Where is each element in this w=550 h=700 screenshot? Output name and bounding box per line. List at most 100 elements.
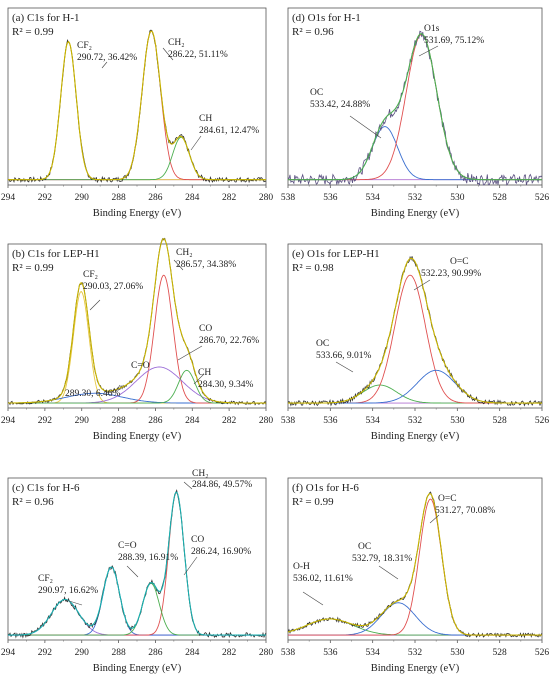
leader-line (89, 299, 101, 311)
peak-label: OC (310, 88, 323, 98)
peak-label: OC (358, 542, 371, 552)
peak-value: 289.30, 6.46% (65, 389, 121, 399)
x-axis-label: Binding Energy (eV) (93, 431, 182, 442)
x-tick-label: 532 (408, 193, 423, 203)
leader-line (183, 481, 193, 490)
x-tick-label: 286 (148, 193, 163, 203)
peak-label: CF₂ (38, 574, 53, 584)
x-tick-label: 286 (148, 648, 163, 658)
x-tick-label: 288 (111, 416, 126, 426)
r-squared: R² = 0.99 (292, 496, 334, 508)
peak-value: 284.61, 12.47% (199, 126, 259, 136)
x-axis-label: Binding Energy (eV) (371, 663, 460, 674)
x-tick-label: 536 (323, 193, 338, 203)
x-tick-label: 530 (450, 193, 465, 203)
leader-line (183, 556, 198, 576)
r-squared: R² = 0.99 (12, 262, 54, 274)
x-tick-label: 284 (185, 193, 200, 203)
panel-title: (d) O1s for H-1 (292, 12, 361, 24)
component-peak (288, 384, 542, 404)
panel-title: (e) O1s for LEP-H1 (292, 248, 380, 260)
leader-line (335, 361, 354, 373)
leader-line (302, 591, 324, 606)
panel-e: 538 536 534 532 530 528 526 Binding Energy (eV)… (281, 243, 549, 442)
component-peak (288, 126, 542, 181)
leader-line (378, 565, 399, 580)
x-tick-label: 288 (111, 193, 126, 203)
x-tick-label: 532 (408, 648, 423, 658)
peak-value: 536.02, 11.61% (293, 574, 353, 584)
peak-value: 286.70, 22.76% (199, 336, 259, 346)
leader-line (429, 514, 440, 524)
r-squared: R² = 0.99 (12, 26, 54, 38)
peak-label: CF₂ (77, 41, 92, 51)
panel-title: (c) C1s for H-6 (12, 482, 80, 494)
peak-value: 286.24, 16.90% (191, 547, 251, 557)
r-squared: R² = 0.96 (292, 26, 334, 38)
raw-spectrum (287, 255, 543, 407)
x-tick-label: 534 (366, 648, 381, 658)
panel-c: 294 292 290 288 286 284 282 280 Binding Energy (… (1, 469, 274, 674)
leader-line (177, 345, 203, 361)
peak-label: CH (199, 114, 212, 124)
panel-d: 538 536 534 532 530 528 526 Binding Energy (eV)… (281, 7, 549, 219)
peak-value: 533.42, 24.88% (310, 100, 370, 110)
leader-line (173, 259, 184, 271)
peak-value: 284.30, 9.34% (198, 380, 254, 390)
peak-value: 531.69, 75.12% (424, 36, 484, 46)
x-tick-label: 526 (535, 648, 550, 658)
leader-line (193, 373, 205, 385)
panel-b: 294 292 290 288 286 284 282 280 Binding Energy (… (1, 237, 274, 442)
panel-title: (a) C1s for H-1 (12, 12, 80, 24)
x-tick-label: 538 (281, 193, 296, 203)
fit-envelope (8, 30, 266, 181)
raw-spectrum (7, 489, 267, 639)
x-axis-label: Binding Energy (eV) (93, 663, 182, 674)
x-tick-label: 294 (1, 648, 16, 658)
x-tick-label: 530 (450, 648, 465, 658)
leader-line (101, 61, 108, 69)
peak-label: CO (191, 535, 204, 545)
leader-line (418, 45, 439, 57)
component-peak (287, 618, 542, 636)
peak-label: CF₂ (83, 270, 98, 280)
panel-title: (f) O1s for H-6 (292, 482, 359, 494)
x-tick-label: 528 (493, 416, 508, 426)
x-tick-label: 534 (366, 416, 381, 426)
peak-label: O1s (424, 24, 440, 34)
fit-envelope (288, 257, 542, 404)
x-axis-label: Binding Energy (eV) (93, 208, 182, 219)
x-tick-label: 294 (1, 193, 16, 203)
peak-value: 531.27, 70.08% (435, 506, 495, 516)
x-tick-label: 528 (493, 193, 508, 203)
fit-envelope (8, 238, 266, 404)
x-tick-label: 280 (259, 416, 274, 426)
leader-line (190, 135, 202, 151)
x-tick-label: 282 (222, 416, 237, 426)
x-tick-label: 530 (450, 416, 465, 426)
peak-value: 290.03, 27.06% (83, 282, 143, 292)
r-squared: R² = 0.96 (12, 496, 54, 508)
x-tick-label: 280 (259, 193, 274, 203)
x-tick-label: 536 (323, 416, 338, 426)
peak-label: CH₂ (168, 38, 185, 48)
x-axis-label: Binding Energy (eV) (371, 431, 460, 442)
leader-line (65, 599, 83, 606)
peak-label: CH₂ (192, 469, 209, 479)
peak-value: 286.57, 34.38% (176, 260, 236, 270)
component-peak (8, 136, 266, 181)
r-squared: R² = 0.98 (292, 262, 334, 274)
leader-line (413, 279, 431, 291)
component-peak (8, 492, 266, 636)
panel-a: 294 292 290 288 286 284 282 280 Binding Energy (… (1, 7, 274, 219)
peak-value: 533.66, 9.01% (316, 351, 372, 361)
x-tick-label: 538 (281, 648, 296, 658)
leader-line (114, 384, 121, 394)
x-tick-label: 528 (493, 648, 508, 658)
peak-label: CO (199, 324, 212, 334)
x-tick-label: 536 (323, 648, 338, 658)
peak-label: CH (198, 368, 211, 378)
peak-label: OC (316, 339, 329, 349)
panel-title: (b) C1s for LEP-H1 (12, 248, 100, 260)
